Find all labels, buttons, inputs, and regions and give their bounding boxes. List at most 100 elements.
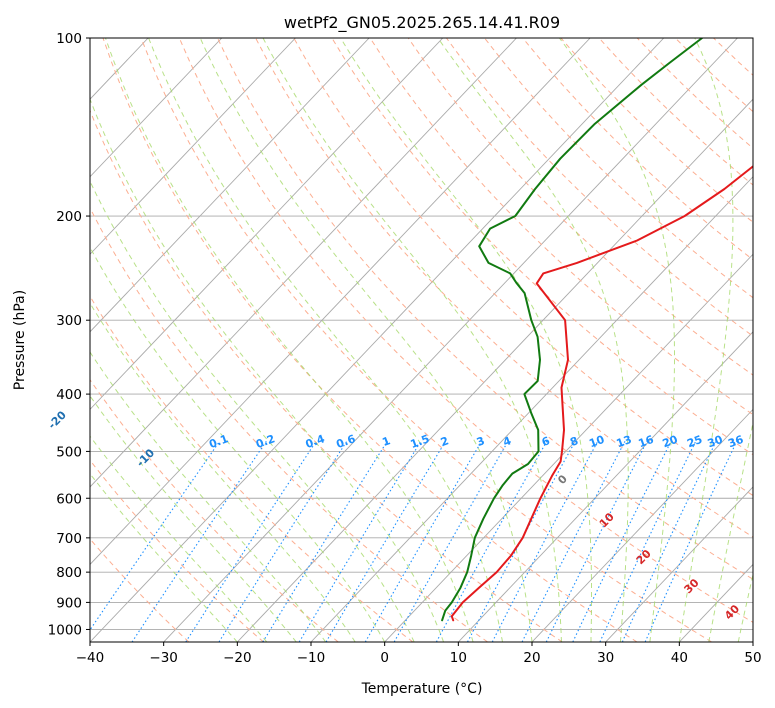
y-tick-label: 900	[56, 595, 82, 611]
mixing-ratio-label: 1	[380, 434, 392, 449]
moist-adiabat-line	[105, 38, 474, 642]
moist-adiabat-line	[90, 180, 415, 642]
mixing-ratio-label: 36	[726, 433, 745, 451]
dry-adiabat-line	[178, 38, 753, 623]
dry-adiabat-line	[90, 459, 264, 642]
isotherm-line	[90, 38, 370, 333]
mixing-ratio-line	[435, 440, 548, 642]
mixing-ratio-line	[131, 440, 268, 642]
moist-adiabat-line	[678, 38, 734, 642]
mixing-ratio-label: 10	[587, 433, 606, 451]
mixing-ratio-label: 0.1	[207, 432, 230, 451]
isotherm-line	[310, 176, 753, 642]
y-tick-label: 500	[56, 444, 82, 460]
isotherm-line	[531, 408, 753, 642]
isotherm-line	[163, 38, 738, 642]
mixing-ratio-line	[218, 440, 348, 642]
mixing-ratio-label: 30	[706, 433, 725, 451]
temperature-profile	[450, 165, 753, 622]
dry-adiabat-line	[90, 109, 563, 642]
x-tick-label: 50	[744, 650, 761, 666]
dry-adiabat-line	[140, 38, 712, 642]
dry-adiabat-line	[751, 38, 753, 40]
isotherm-line	[752, 641, 753, 642]
mixing-ratio-line	[325, 440, 447, 642]
x-tick-label: −30	[149, 650, 178, 666]
mixing-ratio-line	[545, 440, 648, 642]
isotherm-line	[237, 98, 753, 642]
x-tick-label: −10	[297, 650, 326, 666]
dry-adiabat-line	[293, 38, 753, 497]
mixing-ratio-label: 16	[637, 433, 656, 451]
dry-adiabat-line	[90, 295, 414, 642]
moist-adiabat-line	[558, 38, 675, 642]
y-tick-label: 200	[56, 209, 82, 225]
moist-adiabat-line	[708, 420, 753, 642]
x-tick-label: 10	[450, 650, 467, 666]
background-lines	[0, 38, 753, 642]
mixing-ratio-label: 0.6	[334, 432, 357, 451]
isotherm-line	[90, 38, 591, 566]
moist-adiabat-line	[340, 38, 592, 642]
x-tick-label: −20	[223, 650, 252, 666]
mixing-ratio-line	[262, 440, 388, 642]
y-tick-label: 600	[56, 491, 82, 507]
isotherm-line	[0, 38, 1, 642]
y-tick-label: 300	[56, 313, 82, 329]
mixing-ratio-label: 6	[540, 434, 552, 449]
isotherm-line	[605, 486, 753, 642]
axes: −40 −30 −20 −10 0 10 20 30 40 5010020030040050060…	[48, 31, 762, 666]
mixing-ratio-label: 20	[661, 433, 680, 451]
mixing-ratio-label: 0.2	[254, 432, 277, 451]
y-tick-label: 800	[56, 565, 82, 581]
mixing-ratio-line	[621, 440, 717, 642]
mixing-ratio-label: 8	[568, 434, 580, 449]
y-tick-label: 1000	[48, 622, 82, 638]
chart-title: wetPf2_GN05.2025.265.14.41.R09	[284, 13, 560, 33]
isotherm-line	[90, 38, 665, 642]
plot-frame	[89, 37, 754, 643]
mixing-ratio-label: 2	[439, 434, 451, 449]
dry-adiabat-label: -20	[46, 408, 69, 431]
mixing-ratio-label: 25	[685, 433, 704, 450]
y-tick-label: 400	[56, 387, 82, 403]
x-tick-label: 40	[671, 650, 688, 666]
mixing-ratio-label: 3	[475, 434, 487, 449]
isotherm-line	[384, 253, 753, 642]
profiles	[441, 38, 753, 622]
x-tick-label: 20	[523, 650, 540, 666]
dry-adiabat-line	[102, 38, 638, 642]
mixing-ratio-label: 13	[615, 433, 634, 450]
plot-background	[90, 38, 753, 642]
moist-adiabat-line	[90, 473, 238, 642]
mixing-ratio-line	[644, 440, 738, 642]
dry-adiabat-line	[90, 206, 488, 642]
dry-adiabat-line	[407, 38, 753, 376]
mixing-ratio-label: 0.4	[304, 432, 327, 451]
moist-adiabat-line	[148, 38, 503, 642]
mixing-ratio-label: 4	[501, 434, 513, 449]
x-tick-label: −40	[76, 650, 105, 666]
y-tick-label: 100	[56, 31, 82, 47]
isotherm-line	[458, 331, 753, 642]
mixing-ratio-label: 1.5	[409, 432, 432, 451]
dry-adiabat-line	[255, 38, 753, 538]
mixing-ratio-line	[393, 440, 509, 642]
mixing-ratio-line	[185, 440, 317, 642]
moist-adiabat-line	[437, 38, 629, 642]
y-axis-title: Pressure (hPa)	[12, 290, 28, 390]
moist-adiabat-line	[90, 246, 386, 642]
x-tick-label: 0	[380, 650, 389, 666]
moist-adiabat-line	[90, 395, 297, 642]
dry-adiabat-line	[217, 38, 753, 580]
x-axis-title: Temperature (°C)	[361, 681, 483, 697]
y-tick-label: 700	[56, 531, 82, 547]
moist-adiabat-line	[90, 435, 268, 642]
isotherm-line	[90, 38, 296, 255]
moist-adiabat-line	[90, 97, 445, 642]
mixing-ratio-line	[298, 440, 422, 642]
moist-adiabat-line	[90, 302, 356, 642]
dewpoint-profile	[441, 38, 704, 622]
moist-adiabat-line	[199, 38, 533, 642]
